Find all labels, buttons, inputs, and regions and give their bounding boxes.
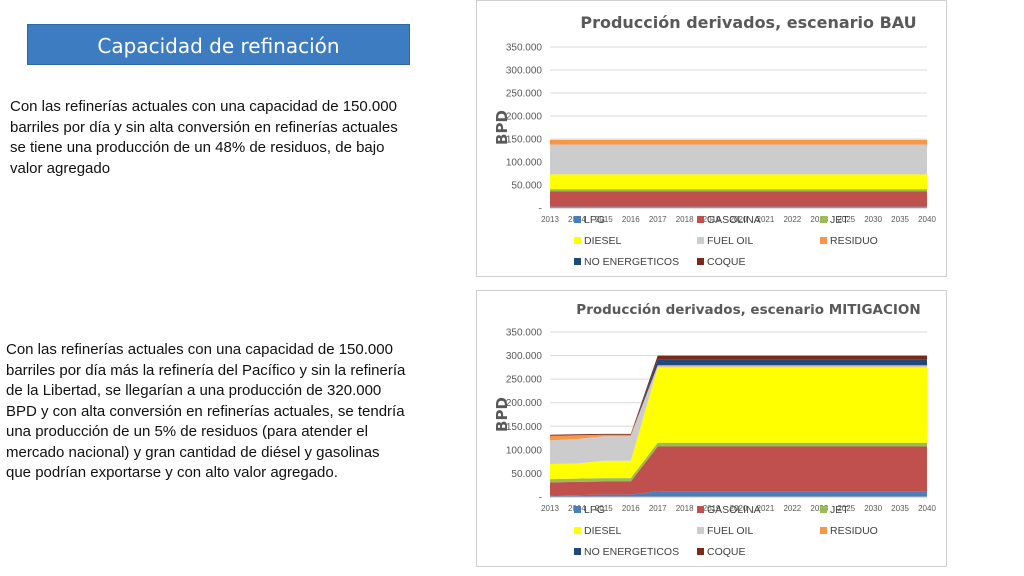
chart-title: Producción derivados, escenario BAU [580,13,916,32]
paragraph-bau: Con las refinerías actuales con una capa… [10,98,398,177]
legend-label: GASOLINA [707,504,761,516]
legend-swatch-coque [697,258,704,265]
legend-swatch-lpg [574,506,581,513]
legend-label: DIESEL [584,525,622,537]
area-series-diesel [550,367,927,480]
legend-label: LPG [584,504,605,516]
legend-label: JET [830,214,849,226]
legend-label: DIESEL [584,235,622,247]
y-tick-label: 200.000 [506,112,543,123]
legend-label: JET [830,504,849,516]
y-tick-label: 250.000 [506,375,543,386]
legend-swatch-fuel-oil [697,237,704,244]
legend-swatch-no-energeticos [574,548,581,555]
y-tick-label: 250.000 [506,89,543,100]
x-tick-label: 2021 [757,215,775,224]
x-tick-label: 2025 [837,215,855,224]
y-tick-label: 200.000 [506,398,543,409]
chart-bau-svg: Producción derivados, escenario BAU - 50.0… [493,13,936,268]
area-series-jet [550,442,927,483]
x-tick-label: 2013 [541,215,559,224]
legend-label: RESIDUO [830,235,878,247]
x-tick-label: 2015 [595,215,613,224]
x-tick-label: 2015 [595,504,613,513]
y-tick-label: 300.000 [506,66,543,77]
y-tick-label: 350.000 [506,328,543,339]
x-tick-label: 2016 [622,215,640,224]
x-tick-label: 2013 [541,504,559,513]
legend-swatch-residuo [820,527,827,534]
x-tick-label: 2016 [622,504,640,513]
chart-mitigacion: Producción derivados, escenario MITIGACI… [476,290,947,567]
area-series-jet [550,189,927,192]
x-tick-label: 2022 [783,215,801,224]
legend-swatch-diesel [574,527,581,534]
legend-swatch-gasolina [697,506,704,513]
y-tick-label: 150.000 [506,422,543,433]
legend-label: FUEL OIL [707,525,753,537]
area-series-fuel-oil [550,144,927,175]
x-tick-label: 2018 [676,504,694,513]
area-series-diesel [550,174,927,190]
legend-label: COQUE [707,546,746,558]
legend-label: RESIDUO [830,525,878,537]
legend-label: GASOLINA [707,214,761,226]
x-tick-label: 2018 [676,215,694,224]
legend-label: LPG [584,214,605,226]
x-tick-label: 2030 [864,504,882,513]
x-tick-label: 2022 [783,504,801,513]
legend-swatch-no-energeticos [574,258,581,265]
y-tick-label: 350.000 [506,43,543,54]
paragraph-mitigacion: Con las refinerías actuales con una capa… [6,341,406,481]
x-tick-label: 2017 [649,215,667,224]
area-series-gasolina [550,446,927,496]
legend-swatch-residuo [820,237,827,244]
legend-label: COQUE [707,256,746,268]
y-tick-label: 50.000 [511,181,542,192]
area-series-fuel-oil [550,366,927,464]
slide-title: Capacidad de refinación [97,34,340,58]
y-tick-label: 150.000 [506,135,543,146]
x-tick-label: 2021 [757,504,775,513]
legend-swatch-jet [820,216,827,223]
legend-swatch-diesel [574,237,581,244]
x-tick-label: 2035 [891,504,909,513]
y-axis-label: BPD [493,397,511,432]
x-tick-label: 2035 [891,215,909,224]
y-tick-label: - [539,204,542,215]
x-tick-label: 2030 [864,215,882,224]
y-axis-label: BPD [493,110,511,145]
x-tick-label: 2040 [918,504,936,513]
legend-swatch-fuel-oil [697,527,704,534]
y-tick-label: - [539,493,542,504]
x-tick-label: 2019 [703,504,721,513]
legend-swatch-lpg [574,216,581,223]
x-tick-label: 2020 [730,215,748,224]
chart-mitigacion-svg: Producción derivados, escenario MITIGACI… [493,302,936,558]
y-tick-label: 100.000 [506,445,543,456]
x-tick-label: 2020 [730,504,748,513]
x-tick-label: 2019 [703,215,721,224]
area-series-lpg [550,491,927,497]
y-tick-label: 300.000 [506,351,543,362]
area-series-gasolina [550,191,927,207]
legend-swatch-jet [820,506,827,513]
y-tick-label: 100.000 [506,158,543,169]
x-tick-label: 2040 [918,215,936,224]
chart-title: Producción derivados, escenario MITIGACI… [576,302,920,318]
legend-label: FUEL OIL [707,235,753,247]
x-tick-label: 2023 [810,504,828,513]
legend-label: NO ENERGETICOS [584,256,679,268]
y-tick-label: 50.000 [511,469,542,480]
chart-bau: Producción derivados, escenario BAU - 50.0… [476,0,947,277]
area-series-residuo [550,139,927,145]
legend-swatch-gasolina [697,216,704,223]
legend-swatch-coque [697,548,704,555]
x-tick-label: 2025 [837,504,855,513]
x-tick-label: 2017 [649,504,667,513]
slide-title-box: Capacidad de refinación [27,24,410,65]
legend-label: NO ENERGETICOS [584,546,679,558]
x-tick-label: 2023 [810,215,828,224]
